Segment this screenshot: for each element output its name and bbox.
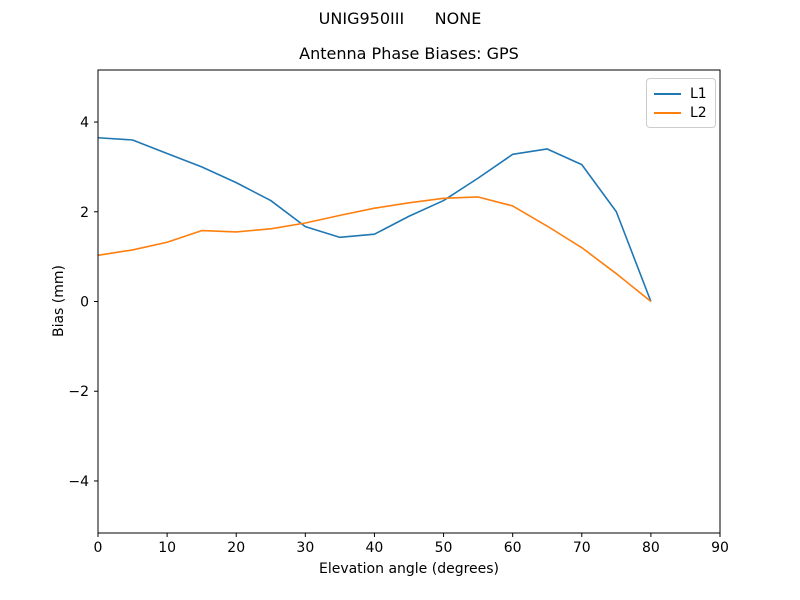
x-axis-ticks: 0 10 20 30 40 50 60 70 80 90 (94, 533, 729, 556)
x-axis-label: Elevation angle (degrees) (318, 561, 500, 577)
legend: L1 L2 (646, 78, 716, 128)
legend-line-sample-l2 (654, 111, 681, 114)
legend-line-sample-l1 (654, 92, 681, 95)
legend-item-l2: L2 (654, 104, 708, 122)
x-tick-label: 60 (504, 540, 522, 556)
x-tick-label: 20 (227, 540, 245, 556)
y-tick-label: 0 (80, 295, 89, 311)
x-tick-label: 50 (435, 540, 453, 556)
x-tick-label: 80 (642, 540, 660, 556)
legend-label-l1: L1 (690, 85, 707, 102)
series-line-l1 (97, 136, 652, 302)
series-line-l2 (97, 196, 652, 303)
x-tick-label: 30 (296, 540, 314, 556)
chart-title: Antenna Phase Biases: GPS (299, 44, 519, 63)
x-tick-label: 90 (711, 540, 729, 556)
x-tick-label: 40 (366, 540, 384, 556)
y-tick-label: 4 (80, 115, 89, 131)
y-axis-ticks: −4 −2 0 2 4 (68, 115, 98, 490)
figure-suptitle: UNIG950III NONE (318, 9, 482, 28)
x-tick-label: 10 (158, 540, 176, 556)
y-axis-label: Bias (mm) (51, 264, 67, 338)
axes-frame (97, 69, 721, 534)
y-tick-label: 2 (80, 205, 89, 221)
legend-label-l2: L2 (690, 104, 707, 121)
y-tick-label: −2 (68, 384, 89, 400)
y-tick-label: −4 (68, 474, 89, 490)
x-tick-label: 70 (573, 540, 591, 556)
legend-item-l1: L1 (654, 85, 708, 103)
x-tick-label: 0 (94, 540, 103, 556)
